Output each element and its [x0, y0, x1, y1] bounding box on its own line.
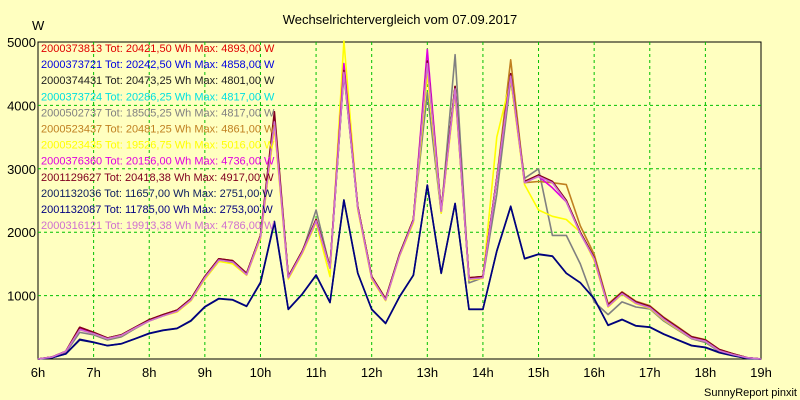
legend-entry-2000523435: 2000523435 Tot: 19526,75 Wh Max: 5016,00…	[41, 140, 275, 152]
legend-entry-2000373724: 2000373724 Tot: 20286,25 Wh Max: 4817,00…	[41, 91, 275, 103]
y-axis-label: W	[32, 18, 45, 33]
legend: 2000373813 Tot: 20421,50 Wh Max: 4893,00…	[41, 43, 275, 232]
y-tick-label: 3000	[7, 162, 36, 177]
legend-entry-2000373721: 2000373721 Tot: 20242,50 Wh Max: 4858,00…	[41, 59, 275, 71]
x-axis-ticks: 6h 7h 8h 9h 10h 11h 12h 13h 14h 15h 16h 17h 18h 19h	[31, 365, 772, 380]
series-line-2000316121	[37, 62, 762, 360]
x-tick-label: 12h	[361, 365, 383, 380]
x-tick-label: 18h	[695, 365, 717, 380]
x-tick-label: 16h	[583, 365, 605, 380]
legend-entry-2000523437: 2000523437 Tot: 20481,25 Wh Max: 4861,00…	[41, 124, 275, 136]
legend-entry-2000502737: 2000502737 Tot: 18505,25 Wh Max: 4817,00…	[41, 107, 275, 119]
x-tick-label: 13h	[416, 365, 438, 380]
y-tick-label: 4000	[7, 98, 36, 113]
y-tick-label: 1000	[7, 289, 36, 304]
x-tick-label: 17h	[639, 365, 661, 380]
y-tick-label: 5000	[7, 35, 36, 50]
x-tick-label: 9h	[198, 365, 212, 380]
legend-entry-2001129627: 2001129627 Tot: 20418,38 Wh Max: 4917,00…	[41, 172, 274, 184]
y-axis-ticks: 1000 2000 3000 4000 5000	[7, 35, 36, 304]
legend-entry-2001132087: 2001132087 Tot: 11785,00 Wh Max: 2753,00…	[41, 204, 273, 216]
series-line-2001132087	[37, 184, 762, 360]
legend-entry-2000316121: 2000316121 Tot: 19913,38 Wh Max: 4786,00…	[41, 220, 275, 232]
x-tick-label: 15h	[528, 365, 550, 380]
x-tick-label: 19h	[750, 365, 772, 380]
legend-entry-2000373813: 2000373813 Tot: 20421,50 Wh Max: 4893,00…	[41, 43, 275, 55]
plot-area	[37, 41, 762, 360]
y-tick-label: 2000	[7, 225, 36, 240]
chart-title: Wechselrichtervergleich vom 07.09.2017	[283, 12, 518, 27]
x-tick-label: 6h	[31, 365, 45, 380]
footer-credit: SunnyReport pinxit	[704, 387, 797, 399]
x-tick-label: 7h	[86, 365, 100, 380]
legend-entry-2000376360: 2000376360 Tot: 20156,00 Wh Max: 4736,00…	[41, 156, 275, 168]
legend-entry-2001132036: 2001132036 Tot: 11657,00 Wh Max: 2751,00…	[41, 188, 273, 200]
x-tick-label: 8h	[142, 365, 156, 380]
series-lines	[37, 40, 762, 360]
x-tick-label: 14h	[472, 365, 494, 380]
x-tick-label: 11h	[306, 365, 327, 380]
legend-entry-2000374431: 2000374431 Tot: 20473,25 Wh Max: 4801,00…	[41, 75, 275, 87]
x-tick-label: 10h	[250, 365, 272, 380]
